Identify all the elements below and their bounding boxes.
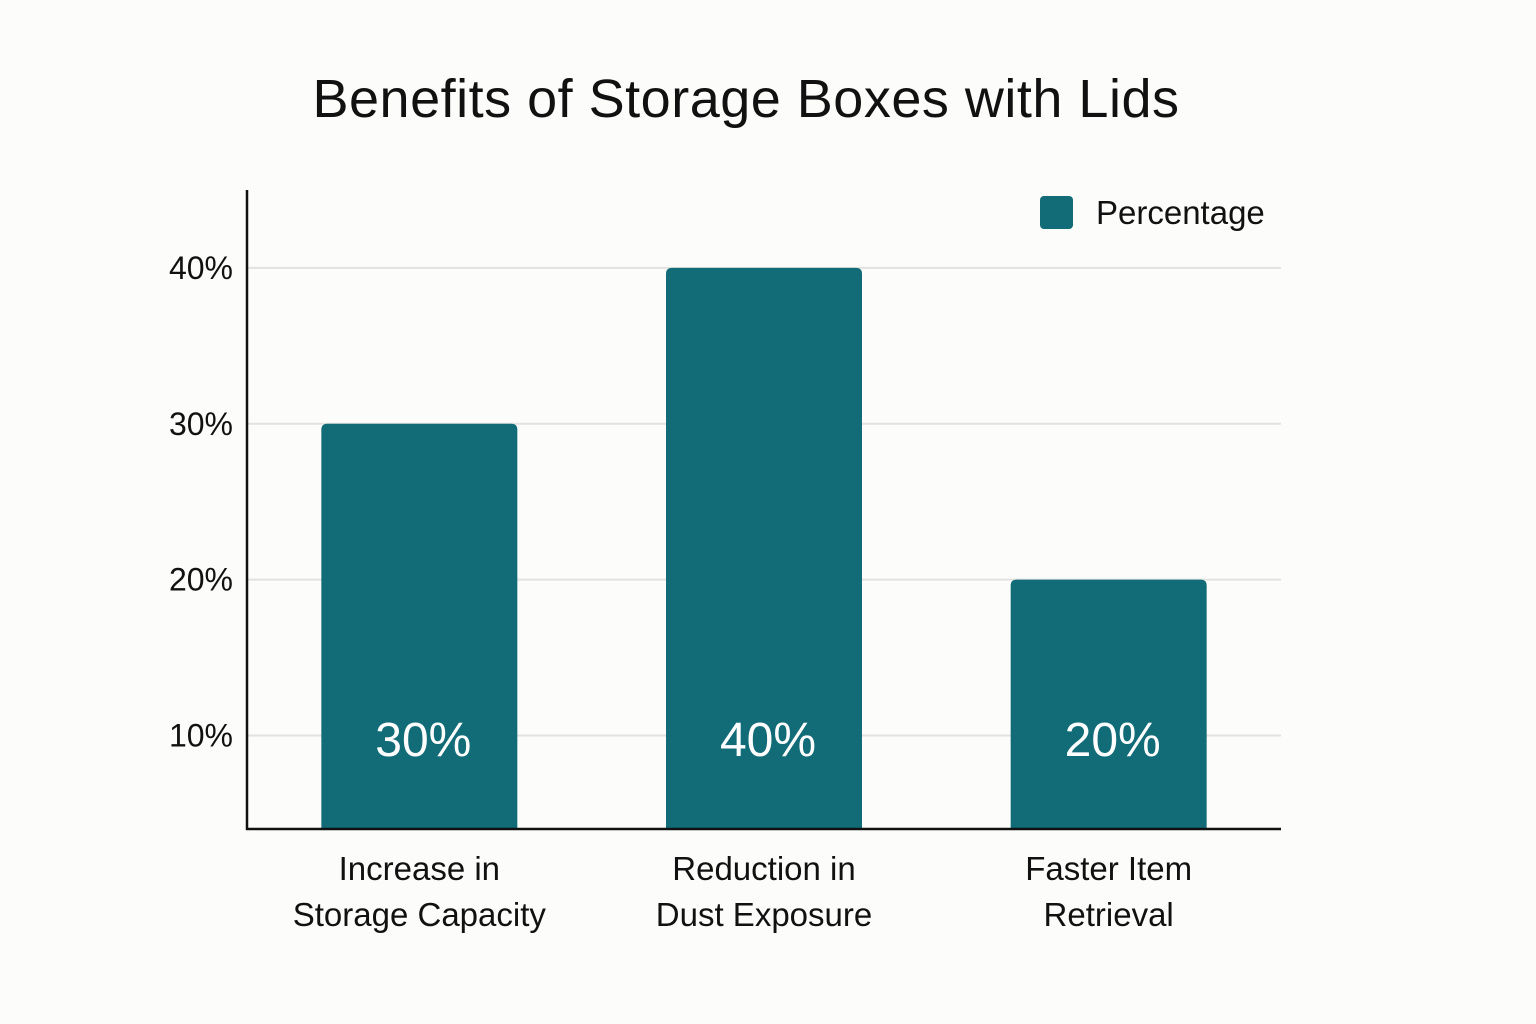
y-tick-labels: 10% 20% 30% 40% — [169, 250, 233, 754]
bar-1 — [666, 267, 862, 829]
legend-label: Percentage — [1096, 194, 1265, 231]
x-category-label: Storage Capacity — [293, 896, 547, 933]
y-tick-label: 10% — [169, 717, 233, 753]
y-tick-label: 40% — [169, 250, 233, 286]
bar-2 — [1010, 579, 1207, 829]
bar-0 — [321, 423, 518, 829]
x-category-label: Reduction in — [672, 850, 855, 887]
bars — [321, 267, 1207, 829]
data-label-2: 20% — [1065, 714, 1161, 767]
x-category-label: Retrieval — [1044, 896, 1174, 933]
data-label-1: 40% — [720, 714, 816, 767]
legend-swatch — [1040, 196, 1073, 229]
chart-title: Benefits of Storage Boxes with Lids — [312, 69, 1180, 129]
legend: Percentage — [1040, 194, 1265, 231]
x-category-labels: Increase in Storage Capacity Reduction in D… — [293, 850, 1192, 933]
y-tick-label: 20% — [169, 562, 233, 598]
axes — [245, 190, 1281, 831]
x-category-label: Dust Exposure — [656, 896, 872, 933]
data-label-0: 30% — [375, 714, 471, 767]
x-category-label: Increase in — [339, 850, 500, 887]
data-labels: 30% 40% 20% — [375, 714, 1160, 767]
x-category-label: Faster Item — [1025, 850, 1192, 887]
y-tick-label: 30% — [169, 406, 233, 442]
